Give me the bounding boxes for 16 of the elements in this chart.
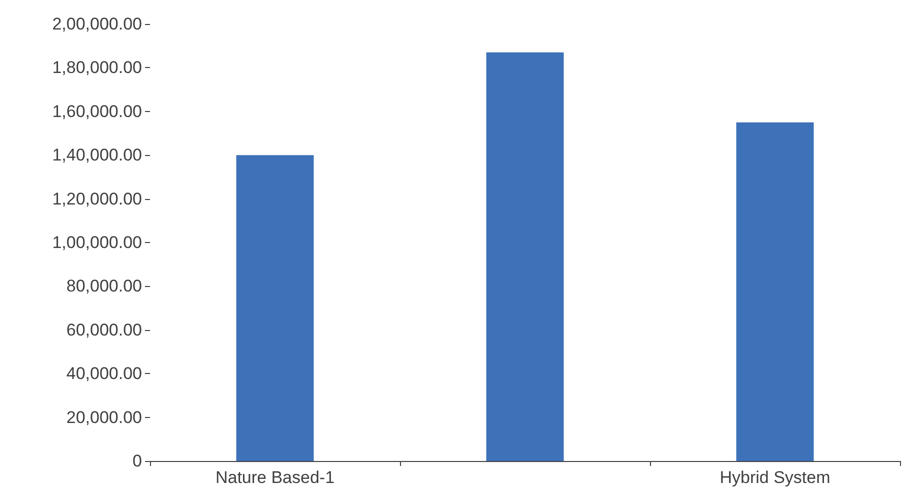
y-tick-label: 0 [132, 452, 142, 470]
y-tick-label: 1,80,000.00 [52, 58, 142, 78]
bar [736, 122, 814, 461]
y-tick-label: 1,40,000.00 [52, 146, 142, 165]
y-tick-label: 2,00,000.00 [52, 14, 142, 34]
y-tick-label: 20,000.00 [66, 408, 142, 427]
y-tick-label: 1,20,000.00 [52, 189, 142, 208]
bar [486, 52, 564, 461]
x-tick-label: Hybrid System [720, 468, 830, 487]
y-tick-label: 1,00,000.00 [52, 233, 142, 252]
x-tick-label: Nature Based-1 [215, 468, 335, 487]
y-tick-label: 40,000.00 [66, 364, 142, 384]
y-tick-label: 60,000.00 [66, 320, 142, 340]
y-tick-label: 80,000.00 [66, 276, 142, 296]
y-tick-label: 1,60,000.00 [52, 102, 142, 121]
bar [236, 155, 314, 461]
